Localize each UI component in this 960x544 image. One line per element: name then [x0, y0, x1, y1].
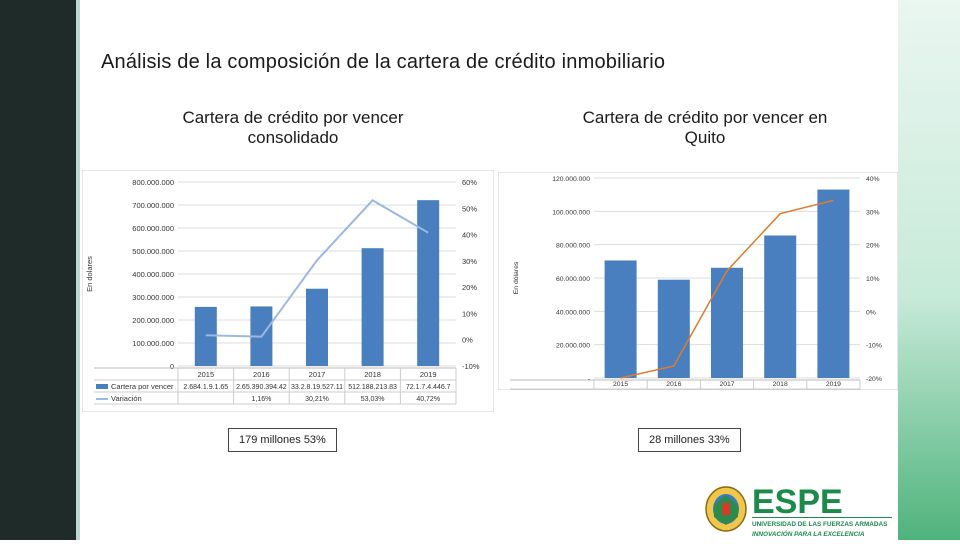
x-tick-label: 2019 [826, 381, 841, 388]
y-tick-label: 300.000.000 [132, 293, 174, 302]
x-tick-label: 2015 [613, 381, 628, 388]
logo-line1: UNIVERSIDAD DE LAS FUERZAS ARMADAS [752, 521, 888, 528]
y2-tick-label: 10% [866, 276, 880, 283]
series-line-variacion [205, 199, 429, 338]
right-decorative-bar [898, 0, 960, 540]
data-label: 512.188.213.83 [348, 384, 397, 391]
chart-consolidado-svg: 800.000.000 700.000.000 600.000.000 500.000… [82, 170, 494, 412]
chart-consolidado: 800.000.000 700.000.000 600.000.000 500.000… [82, 170, 494, 412]
data-label: 72.1.7.4.446.7 [406, 384, 451, 391]
espe-logo: ESPE UNIVERSIDAD DE LAS FUERZAS ARMADAS … [700, 483, 895, 539]
y2-tick-label: 0% [462, 336, 473, 345]
y-tick-label: 20.000.000 [556, 343, 590, 350]
y2-tick-label: -10% [866, 343, 882, 350]
data-label: 1,16% [251, 396, 271, 403]
bar-2016 [657, 279, 690, 378]
data-label: 53,03% [361, 396, 385, 403]
bar-2018 [764, 235, 797, 378]
x-tick-label: 2017 [719, 381, 734, 388]
bar-2015 [194, 306, 217, 366]
legend-swatch-bar [96, 384, 108, 389]
bar-2017 [306, 288, 328, 366]
chart-quito-svg: 120.000.000 100.000.000 80.000.000 60.000.0… [498, 172, 898, 390]
x-tick-label: 2018 [364, 370, 381, 379]
y-tick-label: 40.000.000 [556, 309, 590, 316]
y-axis-label: En dolares [85, 256, 94, 292]
y-tick-label: 500.000.000 [132, 247, 174, 256]
y-tick-label: 800.000.000 [132, 178, 174, 187]
x-tick-label: 2017 [309, 370, 326, 379]
y2-tick-label: 60% [462, 178, 477, 187]
y2-tick-label: 50% [462, 204, 477, 213]
x-tick-label: 2018 [773, 381, 788, 388]
data-label: 30,21% [305, 396, 329, 403]
data-label: 2.65.390.394.42 [236, 384, 287, 391]
bar-2019 [417, 200, 440, 366]
bar-2017 [711, 267, 743, 378]
x-tick-label: 2019 [420, 370, 437, 379]
y2-tick-label: 40% [866, 176, 880, 183]
logo-line2: INNOVACIÓN PARA LA EXCELENCIA [752, 529, 865, 538]
y2-tick-label: 30% [462, 257, 477, 266]
y2-tick-label: -20% [866, 376, 882, 383]
y-tick-label: 120.000.000 [552, 176, 590, 183]
series-line-variacion [620, 199, 834, 379]
y-axis-label: En dólares [513, 261, 520, 294]
chart-left-subtitle: Cartera de crédito por vencer consolidad… [182, 108, 404, 147]
y-tick-label: 80.000.000 [556, 243, 590, 250]
bar-2015 [604, 260, 637, 378]
chart-right-subtitle: Cartera de crédito por vencer en Quito [582, 108, 828, 147]
data-label: 2.684.1.9.1.65 [183, 384, 228, 391]
y2-tick-label: 10% [462, 309, 477, 318]
data-label: 40,72% [416, 396, 440, 403]
logo-wordmark: ESPE [752, 483, 843, 521]
y2-tick-label: 20% [462, 283, 477, 292]
left-decorative-bar [0, 0, 76, 540]
y2-tick-label: 0% [866, 309, 876, 316]
y-tick-label: 60.000.000 [556, 276, 590, 283]
y-tick-label: 200.000.000 [132, 316, 174, 325]
espe-crest-icon [705, 486, 747, 532]
y-tick-label: 700.000.000 [132, 201, 174, 210]
x-tick-label: 2015 [197, 370, 214, 379]
y2-tick-label: 30% [866, 209, 880, 216]
x-tick-label: 2016 [253, 370, 270, 379]
legend-label: Variación [111, 394, 142, 403]
callout-quito: 28 millones 33% [638, 428, 741, 452]
bar-2019 [817, 189, 850, 378]
y-tick-label: 400.000.000 [132, 270, 174, 279]
data-label: 33.2.8.19.527.11 [291, 384, 343, 391]
y2-tick-label: 20% [866, 243, 880, 250]
slide-title: Análisis de la composición de la cartera… [101, 51, 666, 73]
y2-tick-label: 40% [462, 231, 477, 240]
y-tick-label: 0 [170, 362, 174, 371]
bar-2018 [361, 248, 384, 366]
left-bar-edge [76, 0, 80, 540]
y-tick-label: 600.000.000 [132, 224, 174, 233]
x-tick-label: 2016 [666, 381, 681, 388]
y2-tick-label: -10% [462, 362, 480, 371]
y-tick-label: 100.000.000 [132, 339, 174, 348]
chart-quito: 120.000.000 100.000.000 80.000.000 60.000.0… [498, 172, 898, 390]
callout-consolidado: 179 millones 53% [228, 428, 337, 452]
y-tick-label: 100.000.000 [552, 209, 590, 216]
legend-label: Cartera por vencer [111, 382, 174, 391]
